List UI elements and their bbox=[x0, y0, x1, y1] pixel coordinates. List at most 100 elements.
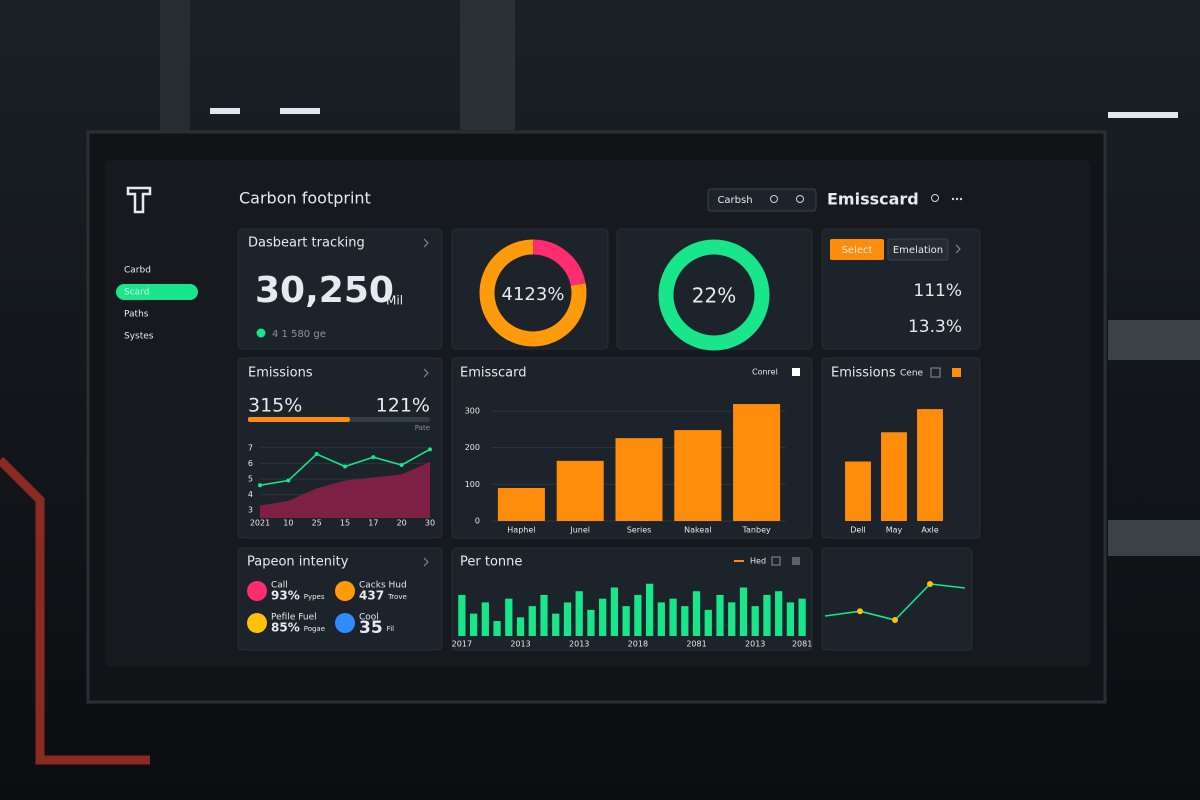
unit: Mil bbox=[386, 294, 403, 308]
tab[interactable] bbox=[887, 238, 949, 261]
note: 4 1 580 ge bbox=[272, 329, 326, 340]
bar bbox=[575, 591, 583, 636]
item-value: 85% bbox=[271, 621, 300, 635]
tab-label[interactable]: Emelation bbox=[893, 245, 943, 256]
bar bbox=[798, 598, 806, 636]
x-tick-label: Dell bbox=[850, 526, 866, 535]
chevron[interactable] bbox=[423, 557, 429, 567]
point bbox=[371, 455, 376, 460]
point bbox=[857, 608, 863, 615]
bar bbox=[599, 598, 607, 636]
bar bbox=[704, 609, 712, 636]
search-icon[interactable] bbox=[796, 195, 804, 203]
bar bbox=[493, 621, 501, 636]
tab[interactable] bbox=[830, 239, 884, 260]
tab-value: 111% bbox=[913, 281, 962, 301]
search-icon[interactable] bbox=[770, 195, 778, 203]
nav-item[interactable]: Carbd bbox=[124, 266, 151, 276]
bar bbox=[845, 461, 871, 521]
chevron[interactable] bbox=[423, 238, 429, 248]
bar bbox=[610, 587, 619, 636]
point bbox=[286, 478, 291, 483]
item-icon bbox=[335, 613, 355, 633]
y-tick-label: 6 bbox=[248, 459, 253, 468]
bar bbox=[728, 602, 736, 636]
y-tick-label: 5 bbox=[248, 475, 253, 484]
item-value: 93% bbox=[271, 589, 300, 603]
nav-item[interactable]: Paths bbox=[124, 310, 149, 320]
y-tick-label: 200 bbox=[465, 443, 480, 452]
point bbox=[314, 452, 319, 457]
item-icon bbox=[247, 581, 267, 601]
tab-label[interactable]: Select bbox=[842, 245, 873, 256]
x-tick-label: 2018 bbox=[628, 640, 648, 649]
area bbox=[260, 461, 430, 518]
x-tick-label: May bbox=[886, 526, 903, 535]
page-title: Carbon footprint bbox=[239, 189, 371, 208]
bar bbox=[615, 438, 663, 521]
menu-icon[interactable] bbox=[951, 197, 963, 201]
bar bbox=[669, 598, 677, 636]
progress-label: Pate bbox=[415, 424, 430, 432]
nav-item[interactable]: Systes bbox=[124, 332, 154, 342]
bar bbox=[716, 594, 724, 636]
bar bbox=[751, 606, 759, 636]
x-tick-label: 2081 bbox=[792, 640, 812, 649]
bar bbox=[556, 460, 604, 521]
x-tick-label: 20 bbox=[397, 519, 407, 528]
nav-active[interactable] bbox=[116, 284, 198, 300]
y-tick-label: 7 bbox=[248, 443, 253, 452]
item-label: Call bbox=[271, 581, 288, 591]
x-tick-label: 17 bbox=[368, 519, 378, 528]
x-tick-label: 2081 bbox=[686, 640, 706, 649]
card bbox=[821, 547, 973, 651]
bar bbox=[481, 602, 489, 636]
donut-segment bbox=[479, 239, 587, 347]
bar bbox=[587, 609, 595, 636]
item-label: Cool bbox=[359, 613, 379, 623]
search-box[interactable] bbox=[707, 188, 817, 212]
legend-label: Hed bbox=[750, 557, 766, 566]
card-title: Dasbeart tracking bbox=[248, 236, 365, 251]
nav-item[interactable]: Scard bbox=[124, 288, 149, 298]
search-text[interactable]: Carbsh bbox=[717, 195, 752, 206]
card bbox=[237, 228, 443, 350]
donut-ring bbox=[658, 239, 770, 351]
y-tick-label: 0 bbox=[475, 517, 480, 526]
point bbox=[428, 447, 432, 452]
x-tick-label: 15 bbox=[340, 519, 350, 528]
chevron[interactable] bbox=[955, 244, 961, 254]
progress-fill bbox=[248, 417, 350, 422]
point bbox=[258, 483, 262, 488]
lamp bbox=[280, 108, 320, 114]
bar bbox=[552, 613, 560, 636]
pipe bbox=[1108, 320, 1200, 360]
legend-label: Conrel bbox=[752, 368, 778, 377]
stat: 121% bbox=[376, 395, 430, 417]
x-tick-label: Series bbox=[627, 526, 652, 535]
pipe bbox=[0, 456, 150, 765]
item-sub: Pogae bbox=[304, 625, 325, 633]
bar bbox=[917, 409, 943, 521]
item-icon bbox=[335, 581, 355, 601]
bar bbox=[681, 606, 689, 636]
item-label: Pefile Fuel bbox=[271, 613, 317, 623]
x-tick-label: Axle bbox=[921, 526, 938, 535]
status-dot bbox=[256, 328, 266, 338]
bar bbox=[516, 617, 525, 636]
bar bbox=[692, 591, 701, 636]
bar bbox=[458, 594, 466, 636]
x-tick-label: 2017 bbox=[452, 640, 472, 649]
bar bbox=[505, 598, 513, 636]
chevron[interactable] bbox=[423, 368, 429, 378]
chart-title: Emisscard bbox=[460, 366, 527, 381]
x-tick-label: 2021 bbox=[250, 519, 270, 528]
bar bbox=[528, 606, 536, 636]
item-label: Cacks Hud bbox=[359, 581, 407, 591]
search-icon[interactable] bbox=[931, 194, 939, 202]
x-tick-label: Haphel bbox=[507, 526, 535, 535]
x-tick-label: 2013 bbox=[510, 640, 530, 649]
bar bbox=[775, 591, 783, 636]
item-sub: Pypes bbox=[304, 593, 325, 601]
